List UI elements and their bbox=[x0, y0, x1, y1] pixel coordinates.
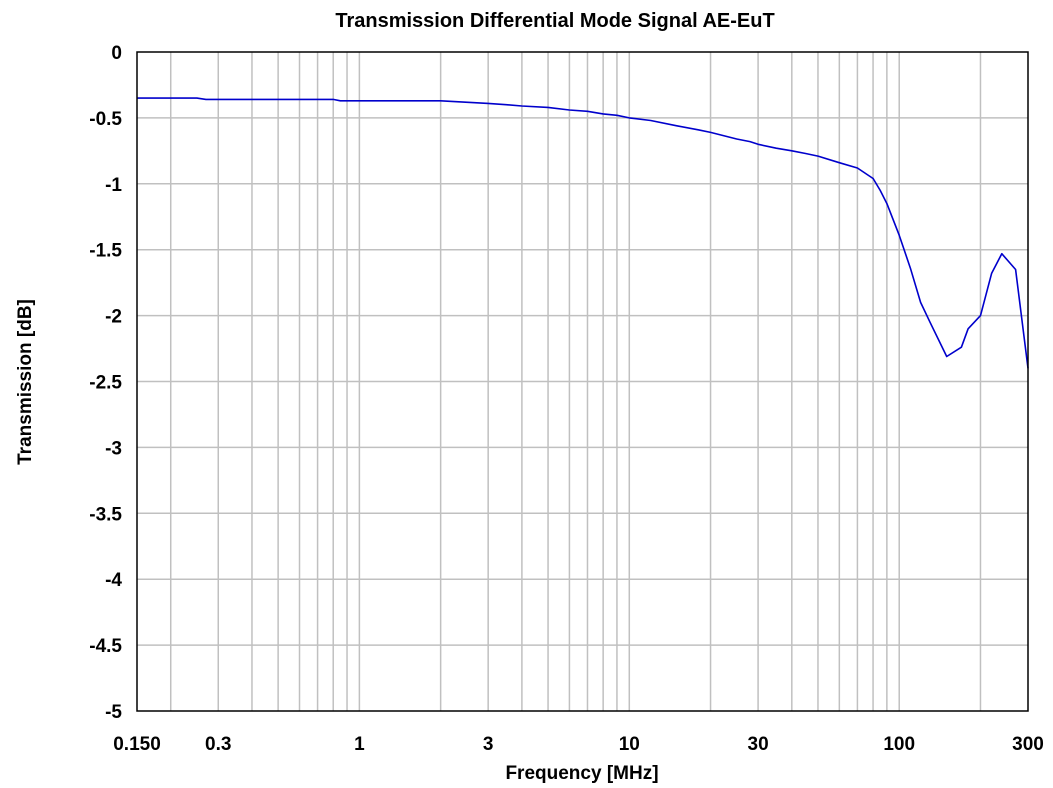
x-tick-label: 30 bbox=[748, 734, 769, 755]
tick-labels: 0.150 0.3 1 3 10 30 100 300 0 -0.5 -1 -1.5 -2 -2.5 -3 -… bbox=[89, 43, 1044, 755]
x-tick-label: 100 bbox=[883, 734, 915, 755]
y-tick-label: -1 bbox=[105, 175, 122, 196]
y-tick-label: -3.5 bbox=[89, 504, 122, 525]
x-tick-label: 10 bbox=[619, 734, 640, 755]
y-tick-label: -1.5 bbox=[89, 241, 122, 262]
x-tick-label: 3 bbox=[483, 734, 494, 755]
y-tick-label: -0.5 bbox=[89, 109, 122, 130]
y-axis-label: Transmission [dB] bbox=[15, 299, 36, 465]
y-tick-label: 0 bbox=[111, 43, 122, 64]
grid bbox=[137, 52, 1028, 711]
y-tick-label: -5 bbox=[105, 702, 122, 723]
y-tick-label: -2.5 bbox=[89, 373, 122, 394]
x-tick-label: 0.150 bbox=[113, 734, 161, 755]
y-tick-label: -4 bbox=[105, 570, 122, 591]
y-tick-label: -4.5 bbox=[89, 636, 122, 657]
chart-title: Transmission Differential Mode Signal AE… bbox=[335, 10, 774, 32]
y-tick-label: -2 bbox=[105, 307, 122, 328]
series-line bbox=[137, 98, 1028, 368]
x-tick-label: 0.3 bbox=[205, 734, 231, 755]
x-tick-label: 300 bbox=[1012, 734, 1044, 755]
plot-series bbox=[137, 98, 1028, 368]
x-tick-label: 1 bbox=[354, 734, 365, 755]
x-axis-label: Frequency [MHz] bbox=[505, 763, 658, 784]
y-tick-label: -3 bbox=[105, 438, 122, 459]
